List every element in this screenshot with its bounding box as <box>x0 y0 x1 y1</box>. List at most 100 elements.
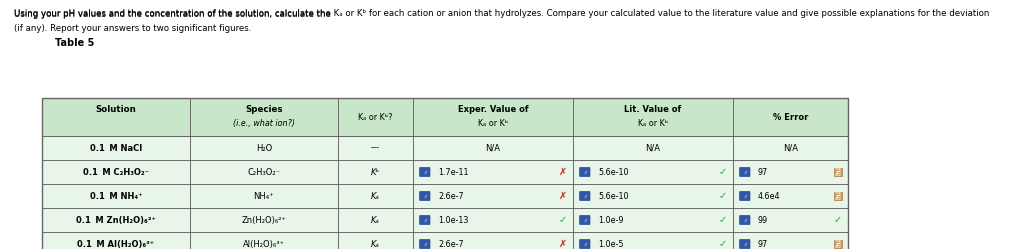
Bar <box>573 136 733 160</box>
Text: 1.0e-5: 1.0e-5 <box>598 240 624 249</box>
Text: ✓: ✓ <box>743 242 748 247</box>
Text: ✗: ✗ <box>559 167 567 177</box>
Bar <box>190 208 338 232</box>
Text: ✗: ✗ <box>559 239 567 249</box>
Text: ✓: ✓ <box>719 191 727 201</box>
Text: 0.1  M Zn(H₂O)₆²⁺: 0.1 M Zn(H₂O)₆²⁺ <box>76 215 156 225</box>
Bar <box>338 232 413 249</box>
Bar <box>42 136 190 160</box>
Text: 0.1  M Al(H₂O)₆³⁺: 0.1 M Al(H₂O)₆³⁺ <box>78 240 155 249</box>
Text: 0.1  M C₂H₃O₂⁻: 0.1 M C₂H₃O₂⁻ <box>83 168 150 177</box>
Bar <box>42 184 190 208</box>
Text: (if any). Report your answers to two significant figures.: (if any). Report your answers to two sig… <box>14 24 251 33</box>
Bar <box>733 184 848 208</box>
Text: 5.6e-10: 5.6e-10 <box>598 168 629 177</box>
Text: 97: 97 <box>758 240 768 249</box>
Bar <box>413 98 573 136</box>
Text: Zn(H₂O)₆²⁺: Zn(H₂O)₆²⁺ <box>242 215 287 225</box>
Text: Table 5: Table 5 <box>55 38 94 48</box>
Bar <box>413 160 573 184</box>
FancyBboxPatch shape <box>580 167 590 177</box>
Text: 1.0e-9: 1.0e-9 <box>598 215 624 225</box>
Text: ✓: ✓ <box>743 217 748 223</box>
Bar <box>42 160 190 184</box>
Text: ✓: ✓ <box>423 217 427 223</box>
Bar <box>834 168 842 176</box>
Text: Species: Species <box>246 105 283 114</box>
Text: ---: --- <box>371 143 380 152</box>
FancyBboxPatch shape <box>739 215 750 225</box>
Bar <box>834 192 842 200</box>
Text: NH₄⁺: NH₄⁺ <box>254 191 274 200</box>
Text: 5.6e-10: 5.6e-10 <box>598 191 629 200</box>
FancyBboxPatch shape <box>580 240 590 249</box>
Bar <box>190 160 338 184</box>
FancyBboxPatch shape <box>420 167 430 177</box>
Bar <box>413 184 573 208</box>
FancyBboxPatch shape <box>739 240 750 249</box>
Bar <box>190 184 338 208</box>
Text: 1.7e-11: 1.7e-11 <box>438 168 469 177</box>
Text: 2.6e-7: 2.6e-7 <box>438 191 464 200</box>
Bar <box>190 232 338 249</box>
Text: 2.6e-7: 2.6e-7 <box>438 240 464 249</box>
Text: ✓: ✓ <box>743 193 748 198</box>
Text: C₂H₃O₂⁻: C₂H₃O₂⁻ <box>248 168 281 177</box>
Bar <box>190 98 338 136</box>
Text: H₂O: H₂O <box>256 143 272 152</box>
Text: Kₐ or Kᵇ: Kₐ or Kᵇ <box>638 119 668 128</box>
Text: Al(H₂O)₆³⁺: Al(H₂O)₆³⁺ <box>243 240 285 249</box>
Text: 97: 97 <box>758 168 768 177</box>
Bar <box>733 208 848 232</box>
Text: ✓: ✓ <box>583 193 587 198</box>
Text: ✓: ✓ <box>719 215 727 225</box>
Text: Kₐ or Kᵇ?: Kₐ or Kᵇ? <box>358 113 393 122</box>
Bar <box>42 208 190 232</box>
Text: (i.e., what ion?): (i.e., what ion?) <box>233 119 295 128</box>
Text: % Error: % Error <box>773 113 808 122</box>
Text: N/A: N/A <box>485 143 501 152</box>
Bar <box>338 184 413 208</box>
Bar <box>338 136 413 160</box>
Text: 99: 99 <box>758 215 768 225</box>
Text: Kₐ: Kₐ <box>371 215 380 225</box>
Text: ✓: ✓ <box>583 170 587 175</box>
FancyBboxPatch shape <box>580 191 590 200</box>
Text: N/A: N/A <box>783 143 798 152</box>
FancyBboxPatch shape <box>420 191 430 200</box>
Bar <box>733 136 848 160</box>
Text: ✓: ✓ <box>719 239 727 249</box>
Bar <box>573 160 733 184</box>
Bar <box>42 98 190 136</box>
Bar <box>573 98 733 136</box>
Bar <box>413 232 573 249</box>
Text: ✓: ✓ <box>559 215 567 225</box>
Bar <box>733 98 848 136</box>
Text: Kᵇ: Kᵇ <box>371 168 380 177</box>
Bar <box>338 208 413 232</box>
Text: Kₐ or Kᵇ: Kₐ or Kᵇ <box>478 119 508 128</box>
Text: Lit. Value of: Lit. Value of <box>625 105 682 114</box>
Bar <box>733 160 848 184</box>
Text: ✗: ✗ <box>559 191 567 201</box>
Bar <box>413 136 573 160</box>
Bar <box>573 208 733 232</box>
Text: 0.1  M NH₄⁺: 0.1 M NH₄⁺ <box>90 191 142 200</box>
Bar <box>42 232 190 249</box>
Text: 1.0e-13: 1.0e-13 <box>438 215 468 225</box>
Text: Using your pH values and the concentration of the solution, calculate the Kₐ or : Using your pH values and the concentrati… <box>14 9 989 18</box>
Text: ✓: ✓ <box>423 170 427 175</box>
Text: Kₐ: Kₐ <box>371 240 380 249</box>
Bar <box>573 232 733 249</box>
Bar <box>733 232 848 249</box>
Bar <box>573 184 733 208</box>
Text: ✓: ✓ <box>834 215 842 225</box>
Bar <box>190 136 338 160</box>
Bar <box>834 240 842 248</box>
FancyBboxPatch shape <box>739 191 750 200</box>
FancyBboxPatch shape <box>420 215 430 225</box>
Text: 0.1  M NaCl: 0.1 M NaCl <box>90 143 142 152</box>
Text: 4.6e4: 4.6e4 <box>758 191 780 200</box>
Text: ✓: ✓ <box>743 170 748 175</box>
Text: Kₐ: Kₐ <box>371 191 380 200</box>
